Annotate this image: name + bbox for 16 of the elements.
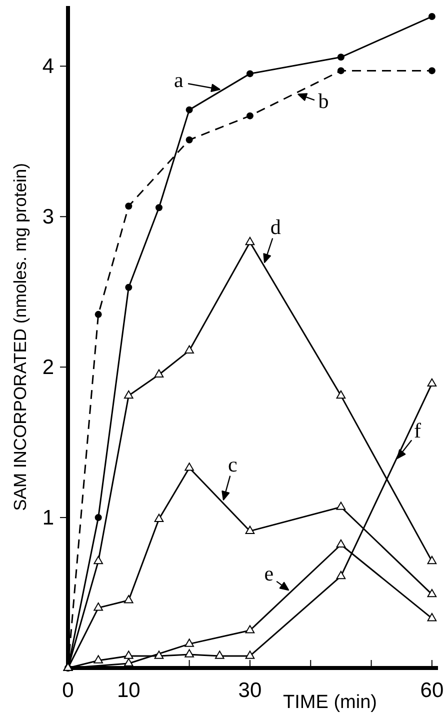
y-axis-title: SAM INCORPORATED (nmoles. mg protein) <box>10 163 30 511</box>
x-tick-label: 10 <box>116 678 140 702</box>
y-tick-label: 2 <box>42 356 54 379</box>
y-tick-label: 4 <box>42 54 54 78</box>
x-tick-label: 0 <box>62 678 74 702</box>
annotation: c <box>228 452 238 476</box>
annotation: f <box>414 418 422 442</box>
annotation: b <box>318 89 329 114</box>
x-axis-title: TIME (min) <box>283 692 377 713</box>
annotation: d <box>270 215 282 240</box>
y-tick-label: 3 <box>42 205 54 228</box>
x-tick-label: 30 <box>238 678 262 702</box>
y-tick-label: 1 <box>42 506 54 530</box>
annotation: e <box>264 562 274 586</box>
x-tick-label: 60 <box>420 678 444 702</box>
annotation: a <box>174 68 184 92</box>
